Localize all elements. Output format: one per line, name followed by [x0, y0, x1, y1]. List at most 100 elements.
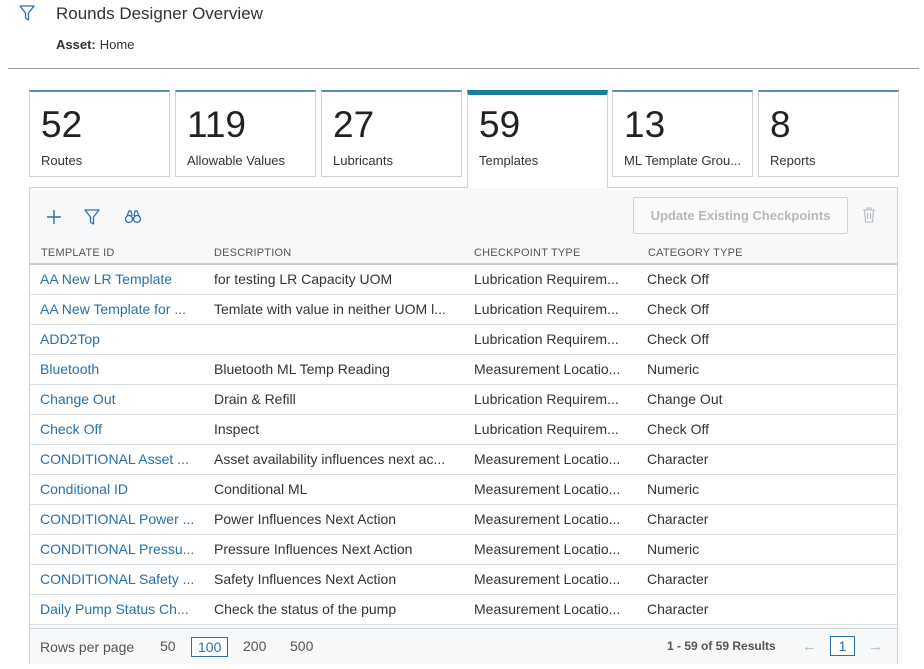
description-cell: Asset availability influences next ac... [214, 451, 446, 467]
rows-per-page-100[interactable]: 100 [191, 637, 229, 657]
template-id-link[interactable]: Daily Pump Status Ch... [40, 601, 189, 617]
checkpoint-type-cell: Lubrication Requirem... [474, 421, 619, 437]
template-id-link[interactable]: ADD2Top [40, 331, 100, 347]
category-type-cell: Change Out [647, 391, 723, 407]
checkpoint-type-cell: Measurement Locatio... [474, 361, 621, 377]
card-count: 52 [41, 104, 83, 145]
category-type-cell: Character [647, 451, 709, 467]
template-id-link[interactable]: CONDITIONAL Power ... [40, 511, 195, 527]
arrow-right-icon[interactable]: → [868, 638, 883, 655]
asset-breadcrumb: Asset: Home [56, 37, 134, 52]
table-row[interactable]: Conditional ID Conditional ML Measuremen… [30, 475, 897, 505]
arrow-left-icon[interactable]: ← [802, 638, 817, 655]
filter-icon[interactable] [83, 208, 101, 226]
pagination-bar: Rows per page 50 100 200 500 1 - 59 of 5… [30, 628, 897, 664]
table-row[interactable]: CONDITIONAL Asset ... Asset availability… [30, 445, 897, 475]
checkpoint-type-cell: Lubrication Requirem... [474, 331, 619, 347]
table-row[interactable]: Bluetooth Bluetooth ML Temp Reading Meas… [30, 355, 897, 385]
header-divider [8, 68, 919, 69]
add-icon[interactable] [45, 208, 63, 226]
card-templates[interactable]: 59 Templates [467, 90, 608, 188]
rows-per-page-200[interactable]: 200 [243, 638, 267, 654]
template-id-link[interactable]: CONDITIONAL Safety ... [40, 571, 195, 587]
card-count: 119 [187, 104, 246, 145]
category-type-cell: Character [647, 511, 709, 527]
card-allowable-values[interactable]: 119 Allowable Values [175, 90, 316, 177]
update-existing-checkpoints-button[interactable]: Update Existing Checkpoints [633, 197, 848, 234]
current-page[interactable]: 1 [830, 636, 855, 656]
checkpoint-type-cell: Measurement Locatio... [474, 541, 621, 557]
template-id-link[interactable]: Change Out [40, 391, 116, 407]
description-cell: Power Influences Next Action [214, 511, 397, 527]
description-cell: Check the status of the pump [214, 601, 397, 617]
table-header: TEMPLATE ID DESCRIPTION CHECKPOINT TYPE … [30, 244, 897, 265]
page-header: Rounds Designer Overview Asset: Home [0, 0, 924, 70]
description-cell: Drain & Refill [214, 391, 296, 407]
description-cell: for testing LR Capacity UOM [214, 271, 393, 287]
column-header-checkpoint-type[interactable]: CHECKPOINT TYPE [474, 247, 581, 259]
checkpoint-type-cell: Measurement Locatio... [474, 511, 621, 527]
filter-icon[interactable] [18, 4, 36, 22]
card-count: 8 [770, 104, 791, 145]
description-cell: Conditional ML [214, 481, 308, 497]
table-row[interactable]: Daily Pump Status Ch... Check the status… [30, 595, 897, 625]
table-row[interactable]: ADD2Top Lubrication Requirem... Check Of… [30, 325, 897, 355]
card-label: ML Template Grou... [624, 153, 742, 168]
category-type-cell: Numeric [647, 481, 700, 497]
binoculars-icon[interactable] [124, 208, 142, 226]
template-id-link[interactable]: Conditional ID [40, 481, 128, 497]
category-type-cell: Numeric [647, 541, 700, 557]
results-count: 1 - 59 of 59 Results [667, 639, 776, 653]
template-id-link[interactable]: CONDITIONAL Asset ... [40, 451, 189, 467]
checkpoint-type-cell: Measurement Locatio... [474, 481, 621, 497]
card-reports[interactable]: 8 Reports [758, 90, 899, 177]
card-count: 59 [479, 104, 521, 145]
category-type-cell: Check Off [647, 331, 709, 347]
description-cell: Bluetooth ML Temp Reading [214, 361, 390, 377]
rows-per-page-50[interactable]: 50 [160, 638, 176, 654]
card-label: Reports [770, 153, 816, 168]
checkpoint-type-cell: Lubrication Requirem... [474, 271, 619, 287]
asset-label: Asset: [56, 37, 96, 52]
table-row[interactable]: Check Off Inspect Lubrication Requirem..… [30, 415, 897, 445]
rows-per-page-500[interactable]: 500 [290, 638, 314, 654]
checkpoint-type-cell: Measurement Locatio... [474, 601, 621, 617]
table-row[interactable]: CONDITIONAL Power ... Power Influences N… [30, 505, 897, 535]
description-cell: Pressure Influences Next Action [214, 541, 413, 557]
table-row[interactable]: AA New Template for ... Temlate with val… [30, 295, 897, 325]
card-count: 27 [333, 104, 375, 145]
table-row[interactable]: Change Out Drain & Refill Lubrication Re… [30, 385, 897, 415]
card-label: Templates [479, 153, 539, 168]
card-lubricants[interactable]: 27 Lubricants [321, 90, 462, 177]
table-row[interactable]: AA New LR Template for testing LR Capaci… [30, 265, 897, 295]
category-type-cell: Character [647, 571, 709, 587]
column-header-description[interactable]: DESCRIPTION [214, 247, 292, 259]
card-label: Lubricants [333, 153, 393, 168]
card-routes[interactable]: 52 Routes [29, 90, 170, 177]
template-id-link[interactable]: Check Off [40, 421, 102, 437]
category-type-cell: Check Off [647, 421, 709, 437]
template-id-link[interactable]: AA New Template for ... [40, 301, 187, 317]
template-id-link[interactable]: Bluetooth [40, 361, 100, 377]
table-body: AA New LR Template for testing LR Capaci… [30, 265, 897, 625]
template-id-link[interactable]: CONDITIONAL Pressu... [40, 541, 195, 557]
category-type-cell: Character [647, 601, 709, 617]
card-count: 13 [624, 104, 666, 145]
category-type-cell: Check Off [647, 301, 709, 317]
category-type-cell: Numeric [647, 361, 700, 377]
checkpoint-type-cell: Measurement Locatio... [474, 451, 621, 467]
template-id-link[interactable]: AA New LR Template [40, 271, 173, 287]
checkpoint-type-cell: Lubrication Requirem... [474, 391, 619, 407]
description-cell: Temlate with value in neither UOM l... [214, 301, 446, 317]
column-header-template-id[interactable]: TEMPLATE ID [41, 247, 115, 259]
summary-cards: 52 Routes 119 Allowable Values 27 Lubric… [29, 90, 899, 188]
trash-icon[interactable] [862, 207, 876, 223]
table-row[interactable]: CONDITIONAL Pressu... Pressure Influence… [30, 535, 897, 565]
asset-value[interactable]: Home [99, 37, 135, 52]
column-header-category-type[interactable]: CATEGORY TYPE [648, 247, 743, 259]
card-label: Routes [41, 153, 83, 168]
card-ml-template-groups[interactable]: 13 ML Template Grou... [612, 90, 753, 177]
table-row[interactable]: CONDITIONAL Safety ... Safety Influences… [30, 565, 897, 595]
card-label: Allowable Values [187, 153, 286, 168]
page-title: Rounds Designer Overview [56, 4, 263, 23]
